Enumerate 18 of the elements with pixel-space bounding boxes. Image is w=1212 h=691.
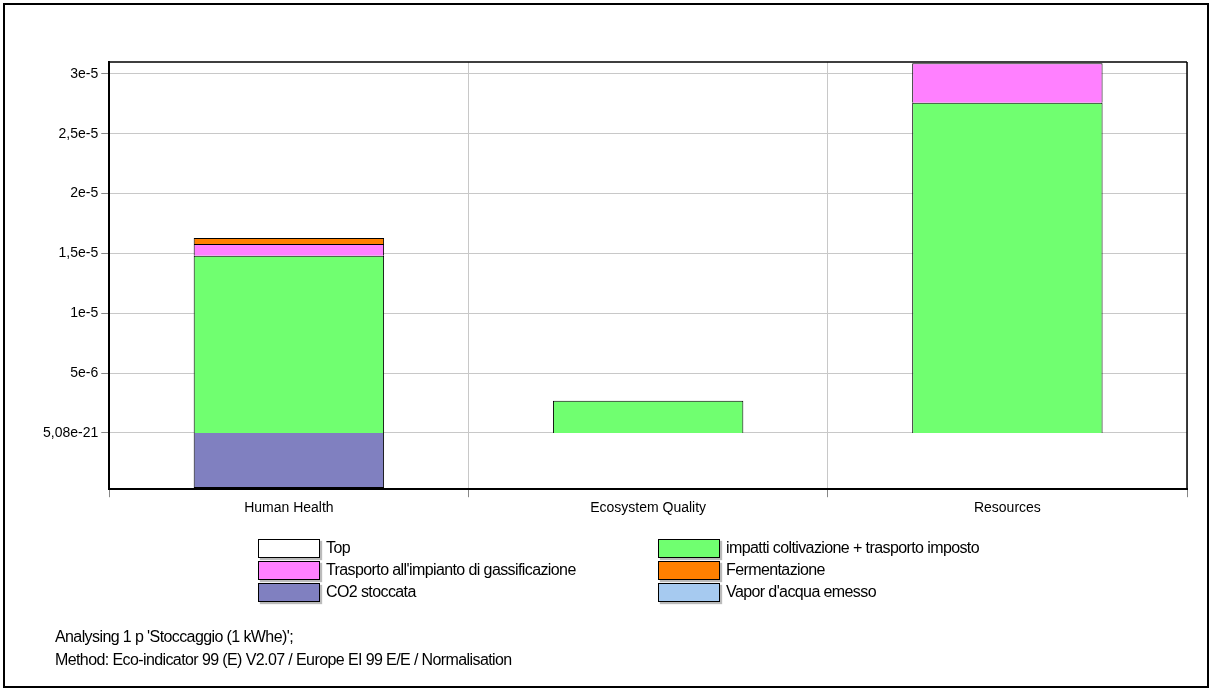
- y-tick-label: 2,5e-5: [58, 124, 99, 141]
- legend-label: Fermentazione: [726, 561, 825, 579]
- x-tick-label: Ecosystem Quality: [590, 499, 707, 516]
- y-tick-label: 1e-5: [70, 304, 99, 321]
- y-tick-label: 2e-5: [70, 184, 99, 201]
- y-tick-label: 5e-6: [70, 363, 99, 380]
- legend-label: Vapor d'acqua emesso: [726, 583, 876, 601]
- text: Analysing 1 p 'Stoccaggio (1 kWhe)';: [55, 627, 294, 647]
- x-tick-label: Human Health: [244, 499, 334, 516]
- y-tick-label: 1,5e-5: [58, 244, 99, 261]
- y-tick-label: 5,08e-21: [42, 423, 99, 440]
- y-tick-label: 3e-5: [70, 64, 99, 81]
- legend-label: Top: [326, 539, 350, 557]
- text: Method: Eco-indicator 99 (E) V2.07 / Europe EI 99 E/E / Normalisation: [55, 650, 512, 670]
- legend-label: CO2 stoccata: [326, 583, 416, 601]
- legend-label: impatti coltivazione + trasporto imposto: [726, 539, 980, 557]
- legend-label: Trasporto all'impianto di gassificazione: [326, 561, 576, 579]
- x-tick-label: Resources: [973, 499, 1041, 516]
